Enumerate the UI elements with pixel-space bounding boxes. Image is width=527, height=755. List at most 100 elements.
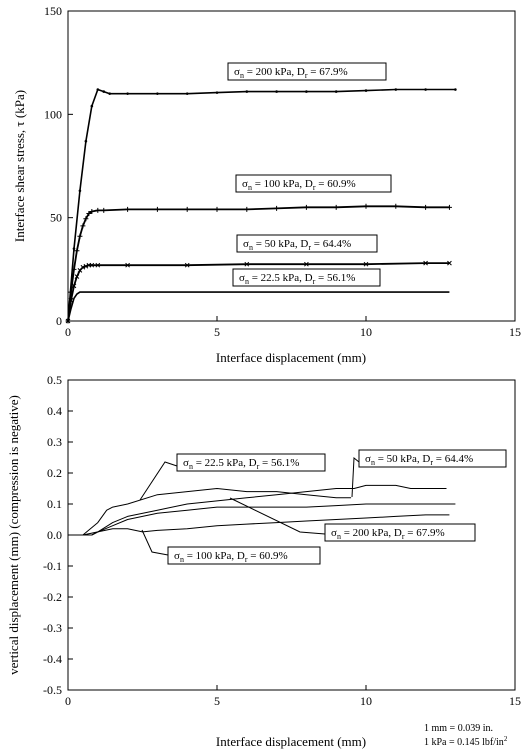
annotation-label-part: r xyxy=(305,71,308,80)
data-point xyxy=(303,204,309,210)
data-point xyxy=(89,262,95,268)
x-tick-label: 10 xyxy=(360,694,372,708)
series-annotation: σn = 200 kPa, Dr = 67.9% xyxy=(229,497,476,542)
annotation-label-part: σ xyxy=(331,527,337,539)
x-tick-label: 5 xyxy=(214,325,220,339)
series-line-n-22.5-kpa-dr-56.1 xyxy=(68,488,352,536)
y-tick-label: 0.1 xyxy=(47,497,62,511)
annotation-label: σn = 200 kPa, Dr = 67.9% xyxy=(331,527,445,541)
y-tick-label: 0 xyxy=(56,314,62,328)
conversion-note-exponent: 2 xyxy=(504,735,508,743)
data-point xyxy=(214,206,220,212)
annotation-label-part: = 64.4% xyxy=(433,453,473,465)
data-point xyxy=(454,88,457,91)
data-point xyxy=(108,92,112,95)
series-line-n-100-kpa-dr-60.9 xyxy=(68,514,450,536)
x-tick-label: 5 xyxy=(214,694,220,708)
y-tick-label: -0.2 xyxy=(43,590,62,604)
data-point xyxy=(101,207,107,213)
annotation-label: σn = 100 kPa, Dr = 60.9% xyxy=(174,550,288,564)
data-point xyxy=(80,223,86,229)
annotation-label-part: = 100 kPa, D xyxy=(184,550,245,562)
annotation-label-part: n xyxy=(371,458,375,467)
annotation-label-part: = 60.9% xyxy=(248,550,288,562)
data-point xyxy=(334,90,338,93)
conversion-note-kpa-text: 1 kPa = 0.145 lbf/in xyxy=(424,737,504,748)
annotation-label: σn = 50 kPa, Dr = 64.4% xyxy=(365,453,473,467)
series-annotation: σn = 22.5 kPa, Dr = 56.1% xyxy=(139,453,326,501)
data-point xyxy=(74,248,80,254)
data-point xyxy=(215,91,219,94)
annotation-box xyxy=(235,174,392,193)
annotation-label-part: = 22.5 kPa, D xyxy=(249,272,313,284)
data-point xyxy=(423,204,429,210)
data-point xyxy=(77,233,83,239)
data-point xyxy=(304,261,309,267)
data-point xyxy=(86,211,92,217)
annotation-box xyxy=(236,234,378,253)
y-axis-title: Interface shear stress, τ (kPa) xyxy=(12,90,27,242)
annotation-box xyxy=(167,546,321,565)
x-tick-label: 10 xyxy=(360,325,372,339)
annotation-label-part: n xyxy=(248,183,252,192)
annotation-label-part: = 64.4% xyxy=(311,238,351,250)
conversion-note: 1 mm = 0.039 in. 1 kPa = 0.145 lbf/in2 xyxy=(424,723,508,748)
data-point xyxy=(393,203,399,209)
series-line-n-22.5-kpa-dr-56.1 xyxy=(67,291,450,322)
data-point xyxy=(125,206,131,212)
data-point xyxy=(95,207,101,213)
series-line-n-200-kpa-dr-67.9 xyxy=(68,503,456,536)
data-point xyxy=(446,204,452,210)
annotation-label-part: n xyxy=(180,555,184,564)
annotation-label-part: = 56.1% xyxy=(259,457,299,469)
data-point xyxy=(333,204,339,210)
annotation-label-part: = 60.9% xyxy=(316,178,356,190)
data-point xyxy=(126,92,129,95)
annotation-label: σn = 100 kPa, Dr = 60.9% xyxy=(242,178,356,192)
annotation-label-part: = 50 kPa, D xyxy=(253,238,308,250)
data-point xyxy=(154,206,160,212)
annotation-label-part: = 67.9% xyxy=(405,527,445,539)
y-tick-label: -0.5 xyxy=(43,683,62,697)
annotation-box xyxy=(358,449,507,468)
data-point xyxy=(83,216,89,222)
y-tick-label: -0.3 xyxy=(43,621,62,635)
vertical-displacement-chart: 0 5 10 15 0.5 0.4 0.3 0.2 0.1 0.0 -0.1 -0.2 -0.3 -0.4… xyxy=(6,373,521,749)
annotation-label-part: = 50 kPa, D xyxy=(375,453,430,465)
annotation-label-part: σ xyxy=(183,457,189,469)
series-annotation: σn = 50 kPa, Dr = 64.4% xyxy=(236,234,378,253)
annotation-label-part: = 200 kPa, D xyxy=(244,66,305,78)
data-point xyxy=(394,88,398,91)
annotation-label-part: r xyxy=(313,183,316,192)
data-point xyxy=(363,261,369,267)
data-point xyxy=(96,88,100,91)
data-point xyxy=(78,189,82,193)
y-tick-label: 0.4 xyxy=(47,404,62,418)
y-tick-label: -0.4 xyxy=(43,652,62,666)
y-tick-label: 0.5 xyxy=(47,373,62,387)
y-tick-label: 150 xyxy=(44,4,62,18)
series-annotation: σn = 50 kPa, Dr = 64.4% xyxy=(351,449,507,498)
annotation-label-part: n xyxy=(189,462,193,471)
series-group xyxy=(68,484,456,536)
annotation-label-part: σ xyxy=(242,178,248,190)
data-point xyxy=(125,262,130,268)
annotation-label-part: σ xyxy=(239,272,245,284)
series-annotation: σn = 22.5 kPa, Dr = 56.1% xyxy=(232,268,381,287)
data-point xyxy=(184,206,190,212)
x-axis-title: Interface displacement (mm) xyxy=(216,734,366,749)
data-point xyxy=(185,92,189,95)
data-point xyxy=(89,208,95,214)
annotation-leader xyxy=(139,461,178,501)
series-line-n-200-kpa-dr-67.9 xyxy=(67,88,456,322)
annotation-label: σn = 200 kPa, Dr = 67.9% xyxy=(234,66,348,80)
annotation-box xyxy=(324,523,476,542)
x-axis-title: Interface displacement (mm) xyxy=(216,350,366,365)
plot-frame xyxy=(67,10,516,322)
data-point xyxy=(244,206,250,212)
annotation-label-part: n xyxy=(240,71,244,80)
data-point xyxy=(90,104,94,108)
data-point xyxy=(72,247,76,250)
annotation-label-part: σ xyxy=(365,453,371,465)
x-tick-label: 0 xyxy=(65,325,71,339)
